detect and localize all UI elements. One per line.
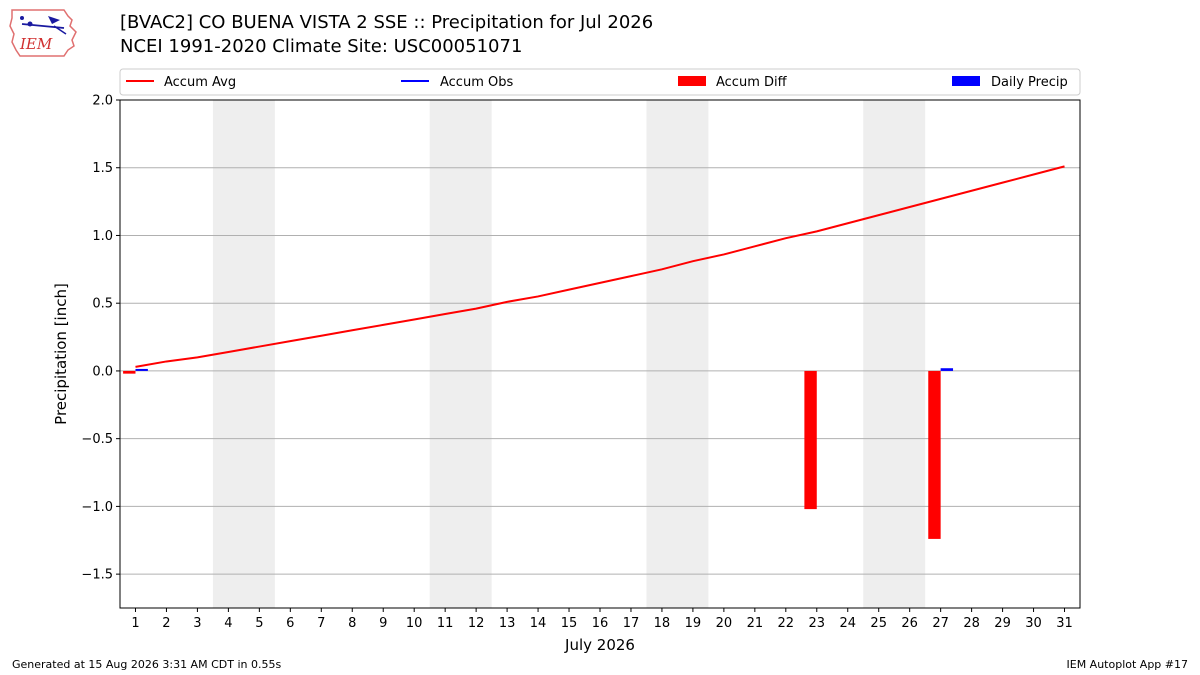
x-tick-label: 7: [317, 616, 325, 631]
weekend-band: [429, 100, 492, 608]
daily-precip-bar: [940, 368, 954, 371]
x-tick-label: 16: [592, 616, 609, 631]
x-tick-label: 19: [685, 616, 702, 631]
y-tick-label: 1.5: [92, 161, 113, 176]
x-tick-label: 31: [1056, 616, 1073, 631]
x-tick-label: 3: [193, 616, 201, 631]
x-tick-label: 17: [623, 616, 640, 631]
x-tick-label: 13: [499, 616, 516, 631]
accum-diff-bar: [928, 370, 941, 539]
y-tick-label: 2.0: [92, 94, 113, 109]
weekend-band: [863, 100, 926, 608]
x-axis-label: July 2026: [564, 636, 635, 654]
weekend-band: [646, 100, 709, 608]
x-tick-label: 27: [932, 616, 949, 631]
x-tick-label: 11: [437, 616, 454, 631]
x-tick-label: 10: [406, 616, 423, 631]
y-tick-label: 0.5: [92, 297, 113, 312]
iem-logo: IEM: [9, 9, 77, 57]
x-tick-label: 8: [348, 616, 356, 631]
x-tick-label: 18: [654, 616, 671, 631]
generated-note: Generated at 15 Aug 2026 3:31 AM CDT in …: [12, 658, 282, 671]
x-tick-label: 4: [224, 616, 232, 631]
bars-layer: [123, 368, 954, 539]
legend-label: Daily Precip: [991, 75, 1068, 90]
x-tick-label: 30: [1025, 616, 1042, 631]
legend-label: Accum Obs: [440, 75, 513, 90]
y-tick-label: −1.0: [81, 500, 113, 515]
legend-accum-avg: Accum Avg: [126, 75, 236, 90]
y-tick-label: −0.5: [81, 432, 113, 447]
x-axis-ticks: 1 2 3 4 5 6 7 8 9 10 11 12 13 14 15 16 17 18 19 20 21 22 23 24 2…: [131, 608, 1073, 631]
x-tick-label: 23: [809, 616, 826, 631]
accum-diff-bar: [804, 370, 817, 510]
chart-title: [BVAC2] CO BUENA VISTA 2 SSE :: Precipit…: [120, 12, 654, 33]
daily-precip-bar: [135, 368, 148, 371]
x-tick-label: 2: [162, 616, 170, 631]
accum-avg-line: [135, 165, 1065, 368]
x-tick-label: 29: [994, 616, 1011, 631]
x-tick-label: 20: [716, 616, 733, 631]
y-tick-label: 1.0: [92, 229, 113, 244]
weekend-bands: [212, 100, 926, 608]
legend: Accum Avg Accum Obs Accum Diff Daily Pre…: [119, 68, 1081, 96]
x-tick-label: 21: [747, 616, 764, 631]
legend-label: Accum Diff: [716, 75, 788, 90]
x-tick-label: 24: [839, 616, 856, 631]
accum-diff-bar: [123, 370, 136, 374]
x-tick-label: 6: [286, 616, 294, 631]
x-tick-label: 22: [778, 616, 795, 631]
x-tick-label: 28: [963, 616, 980, 631]
y-tick-label: 0.0: [92, 364, 113, 379]
x-tick-label: 1: [131, 616, 139, 631]
iowa-outline-icon: [9, 9, 77, 57]
legend-label: Accum Avg: [164, 75, 236, 90]
legend-daily-precip: Daily Precip: [952, 75, 1068, 90]
x-tick-label: 5: [255, 616, 263, 631]
x-tick-label: 15: [561, 616, 578, 631]
x-tick-label: 9: [379, 616, 387, 631]
y-axis-label: Precipitation [inch]: [52, 283, 70, 425]
y-axis-ticks: −1.5 −1.0 −0.5 0.0 0.5 1.0 1.5 2.0: [81, 94, 120, 583]
x-tick-label: 12: [468, 616, 485, 631]
x-tick-label: 14: [530, 616, 547, 631]
x-tick-label: 26: [901, 616, 918, 631]
logo-text: IEM: [19, 35, 53, 53]
lines-layer: [135, 165, 1065, 368]
weekend-band: [212, 100, 275, 608]
app-credit: IEM Autoplot App #17: [1066, 658, 1189, 671]
legend-accum-diff: Accum Diff: [678, 75, 788, 90]
x-tick-label: 25: [870, 616, 887, 631]
chart-subtitle: NCEI 1991-2020 Climate Site: USC00051071: [120, 36, 523, 57]
y-tick-label: −1.5: [81, 568, 113, 583]
legend-accum-obs: Accum Obs: [401, 75, 513, 90]
